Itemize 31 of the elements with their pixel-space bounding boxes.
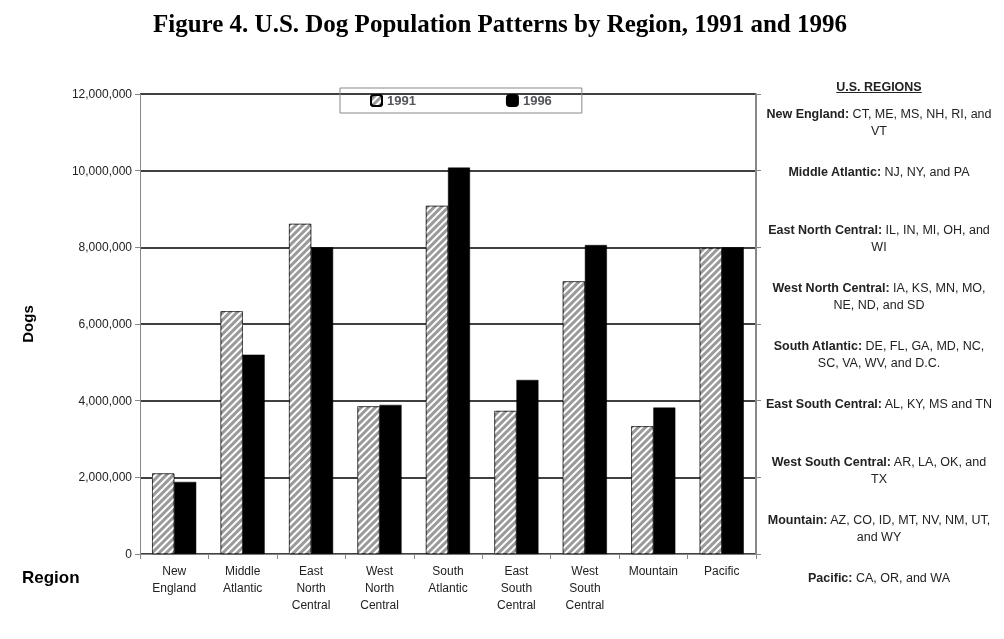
text: East North Central: IL, IN, MI, OH, and WI xyxy=(767,222,991,256)
x-tick-label: Pacific xyxy=(704,563,740,578)
y-tick-label: 0 xyxy=(125,547,133,561)
text: Mountain: AZ, CO, ID, MT, NV, NM, UT, and WY xyxy=(766,512,992,546)
x-tick-label: West North Central xyxy=(360,563,399,612)
text: Middle Atlantic: NJ, NY, and PA xyxy=(787,164,971,181)
text: New England: CT, ME, MS, NH, RI, and VT xyxy=(765,106,993,140)
y-axis-title: Dogs xyxy=(19,305,36,343)
legend-label: 1996 xyxy=(522,93,552,108)
text: U.S. REGIONS xyxy=(835,80,923,94)
x-tick-label: East South Central xyxy=(497,563,536,612)
y-tick-label: 6,000,000 xyxy=(78,317,133,331)
y-tick-label: 4,000,000 xyxy=(78,393,133,408)
chart-title: Figure 4. U.S. Dog Population Patterns by Region, 1991 and 1996 xyxy=(152,10,848,38)
y-tick-label: 8,000,000 xyxy=(78,240,133,255)
x-tick-label: Middle Atlantic xyxy=(222,563,263,595)
y-tick-label: 12,000,000 xyxy=(71,87,133,101)
text: West South Central: AR, LA, OK, and TX xyxy=(770,454,988,488)
text: West North Central: IA, KS, MN, MO, NE, ND, and SD xyxy=(771,280,987,314)
y-tick-label: 2,000,000 xyxy=(78,470,133,485)
x-tick-label: New England xyxy=(152,563,197,595)
y-tick-label: 10,000,000 xyxy=(71,163,133,178)
x-tick-label: South Atlantic xyxy=(428,563,468,595)
text: East South Central: AL, KY, MS and TN xyxy=(765,396,993,413)
x-tick-label: East North Central xyxy=(291,563,331,612)
text: South Atlantic: DE, FL, GA, MD, NC, SC, VA, WV, and D.C. xyxy=(772,338,986,372)
legend-label: 1991 xyxy=(387,93,416,108)
x-tick-label: West South Central xyxy=(565,563,605,612)
x-tick-label: Mountain xyxy=(628,563,679,578)
text: Pacific: CA, OR, and WA xyxy=(807,570,951,587)
x-axis-title: Region xyxy=(22,568,80,588)
